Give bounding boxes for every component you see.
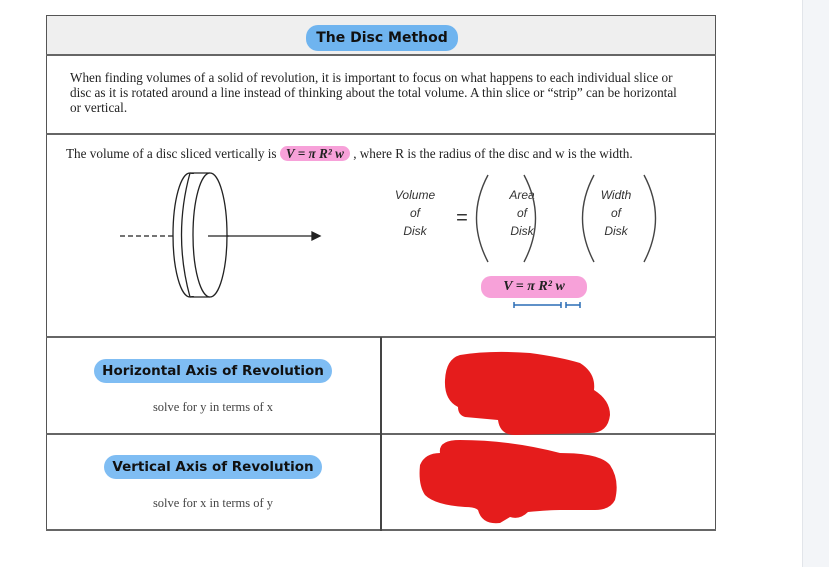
- volume-of-disk: Volume of Disk: [394, 188, 436, 238]
- text-before: The volume of a disc sliced vertically i…: [66, 146, 280, 161]
- parentheses: [475, 174, 657, 263]
- formula-brackets: [513, 302, 581, 308]
- volume-formula-repeat: V = π R² w: [481, 276, 587, 298]
- worksheet-table: [46, 15, 716, 530]
- disc-volume-text: The volume of a disc sliced vertically i…: [66, 145, 706, 162]
- divider: [46, 54, 716, 56]
- vertical-axis-label: Vertical Axis of Revolution: [104, 455, 322, 479]
- horizontal-hint: solve for y in terms of x: [152, 400, 274, 414]
- text-after: , where R is the radius of the disc and …: [349, 146, 633, 161]
- area-of-disk: Area of Disk: [509, 188, 535, 238]
- redaction-blob: [419, 440, 617, 524]
- arrow-head: [311, 230, 322, 242]
- redaction-blob: [444, 351, 610, 435]
- disc-front: [192, 172, 228, 298]
- redaction-marks: [419, 351, 617, 524]
- horizontal-axis-label: Horizontal Axis of Revolution: [94, 359, 332, 383]
- disc-diagram: [120, 172, 322, 298]
- row-horizontal: Horizontal Axis of Revolution: [46, 359, 380, 383]
- volume-formula: V = π R² w: [279, 146, 350, 161]
- vertical-hint: solve for x in terms of y: [152, 496, 274, 510]
- intro-paragraph: When finding volumes of a solid of revol…: [70, 70, 677, 115]
- width-of-disk: Width of Disk: [600, 188, 632, 238]
- scrollbar-area[interactable]: [802, 0, 829, 567]
- divider: [46, 133, 716, 135]
- row-vertical: Vertical Axis of Revolution: [46, 455, 380, 479]
- page-title: The Disc Method: [306, 25, 458, 51]
- column-divider: [380, 337, 382, 531]
- equals-sign: =: [456, 207, 468, 229]
